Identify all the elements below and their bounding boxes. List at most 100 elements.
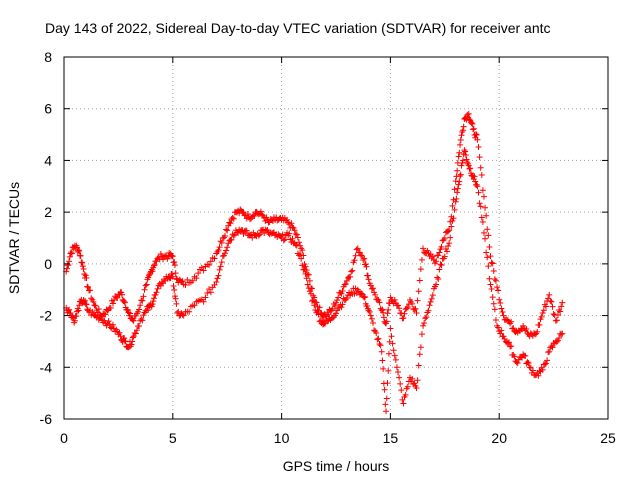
data-point [71,317,78,324]
data-point [172,270,179,277]
data-point [470,126,477,133]
y-tick-label: -6 [40,411,53,427]
data-point [494,322,501,329]
data-point [482,235,489,242]
data-point [343,295,350,302]
data-point [139,317,146,324]
data-point [500,333,507,340]
data-point [66,306,73,313]
data-point [384,310,391,317]
data-point [403,305,410,312]
data-point [84,284,91,291]
data-point [480,229,487,236]
data-point [411,380,418,387]
data-point [461,147,468,154]
data-point [204,290,211,297]
x-tick-label: 5 [169,430,177,446]
data-point [228,236,235,243]
data-point [455,153,462,160]
data-point [171,258,178,265]
data-point [358,252,365,259]
data-point [540,307,547,314]
x-axis-label: GPS time / hours [283,458,390,474]
data-point [127,310,134,317]
data-point [223,247,230,254]
data-point [500,312,507,319]
data-point [168,252,175,259]
data-point [92,302,99,309]
data-point [433,258,440,265]
data-point [557,308,564,315]
data-point [377,342,384,349]
data-point [474,183,481,190]
data-point [291,227,298,234]
data-point [333,299,339,306]
data-point [525,359,532,366]
data-point [538,313,545,320]
data-point [380,314,387,321]
data-point [195,270,202,277]
data-point [460,123,467,130]
data-point [207,258,214,265]
data-point [358,290,365,297]
data-point [478,171,485,178]
data-point [470,125,477,132]
data-point [467,165,474,172]
data-point [457,137,464,144]
data-point [422,315,429,322]
data-point [149,268,156,275]
data-point [441,235,448,242]
data-point [347,273,354,280]
data-point [456,178,463,185]
data-point [416,277,423,284]
data-point [380,309,387,316]
data-point [259,211,266,218]
data-point [138,297,145,304]
data-point [211,255,218,262]
data-point [339,301,346,308]
data-point [544,357,551,364]
data-point [171,287,178,294]
data-point [66,258,73,265]
data-point [220,234,227,241]
data-point [449,217,456,224]
data-point [542,360,549,367]
data-point [536,321,543,328]
data-point [395,302,402,309]
data-point [433,281,440,288]
data-point [429,253,436,260]
data-point [109,300,116,307]
x-tick-label: 15 [383,430,399,446]
y-tick-label: -4 [40,359,53,375]
data-point [304,281,311,288]
data-point [380,365,387,372]
data-point [396,305,403,312]
y-tick-label: -2 [40,308,53,324]
data-point [305,271,312,278]
data-point [293,242,300,249]
data-point [364,272,371,279]
data-point [381,386,388,393]
data-point [153,258,160,265]
data-point [418,331,425,338]
data-point [368,315,375,322]
data-point [414,297,421,304]
data-point [372,291,379,298]
data-point [366,308,373,315]
data-point [257,208,264,215]
data-point [494,284,501,291]
data-point [280,237,287,244]
data-point [376,340,383,347]
axis-ticks: 0 5 10 15 20 25 -6 -4 -2 0 2 4 6 8 [40,49,616,446]
data-point [488,285,495,292]
data-point [322,312,329,319]
data-point [68,249,75,256]
data-point [68,250,75,257]
data-point [554,337,561,344]
data-point [395,368,402,375]
data-point [508,343,515,350]
data-point [140,312,147,319]
data-point [363,263,370,270]
data-point [331,303,338,310]
data-point [309,297,316,304]
